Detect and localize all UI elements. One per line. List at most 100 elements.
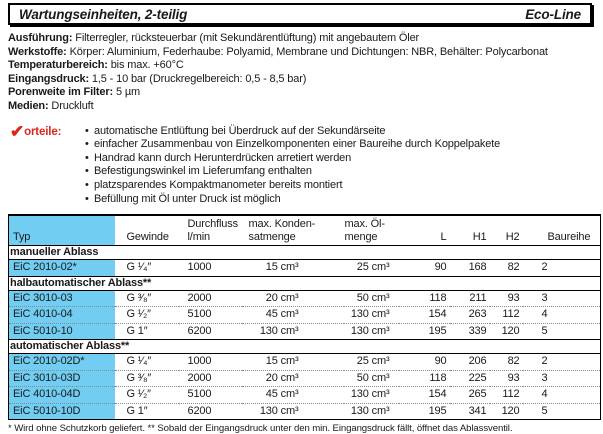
table-cell: 6200: [178, 402, 242, 420]
title-bar: Wartungseinheiten, 2-teilig Eco-Line: [8, 3, 592, 25]
table-cell: 118: [398, 369, 450, 387]
table-cell: G ¹⁄₄″: [126, 355, 152, 368]
table-cell: 45 cm³: [241, 386, 344, 404]
table-row: EiC 3010-03 G ³⁄₈″ 2000 20 cm³ 50 cm³ 118 211 9…: [8, 290, 601, 307]
list-item-text: platzsparendes Kompaktmanometer bereits …: [94, 178, 343, 191]
type-cell: EiC 2010-02D*: [8, 353, 115, 371]
vorteile-heading: ✔orteile:: [8, 121, 85, 207]
table-cell: 5: [522, 402, 601, 420]
bullet-icon: •: [85, 151, 89, 164]
table-row: EiC 2010-02* G ¹⁄₄″ 1000 15 cm³ 25 cm³ 90 168 8…: [8, 259, 601, 277]
spec-line-werkstoffe: Werkstoffe: Körper: Aluminium, Federhaub…: [8, 46, 595, 60]
table-cell: G 1″: [114, 402, 179, 420]
spec-line-ausfuehrung: Ausführung: Filterregler, rücksteuerbar …: [8, 32, 595, 46]
table-cell: 15 cm³: [265, 261, 299, 274]
table-section-row: halbautomatischer Ablass**: [8, 275, 601, 291]
page-title: Wartungseinheiten, 2-teilig: [19, 6, 188, 22]
column-header: Typ: [8, 215, 115, 247]
type-cell: EiC 4010-04: [8, 306, 115, 324]
table-cell: 82: [507, 261, 520, 274]
table-cell: 154: [398, 306, 450, 324]
list-item: • Befestigungswinkel im Lieferumfang enth…: [85, 165, 595, 179]
spec-value: 1,5 - 10 bar (Druckregelbereich: 0,5 - 8…: [89, 72, 307, 85]
table-cell: 168: [468, 261, 487, 274]
table-cell: 93: [507, 291, 520, 304]
list-item-text: Befüllung mit Öl unter Druck ist möglich: [94, 192, 281, 205]
table-cell: 130 cm³: [241, 322, 344, 340]
table-cell: 130 cm³: [241, 402, 344, 420]
table-cell: 82: [507, 355, 520, 368]
table-cell: 211: [469, 291, 487, 304]
table-cell: 25 cm³: [356, 355, 390, 368]
column-header: H1: [449, 215, 490, 247]
spec-label: Medien:: [8, 99, 49, 112]
checkmark-icon: ✔: [10, 121, 25, 141]
spec-line-medien: Medien: Druckluft: [8, 100, 595, 114]
table-cell: 112: [489, 306, 523, 324]
list-item-text: Handrad kann durch Herunterdrücken arret…: [94, 151, 352, 164]
table-cell: G ¹⁄₂″: [114, 306, 179, 324]
list-item-text: Befestigungswinkel im Lieferumfang entha…: [94, 165, 312, 178]
section-title: manueller Ablass: [8, 245, 601, 261]
table-cell: 90: [434, 261, 447, 274]
type-cell: EiC 5010-10D: [8, 402, 115, 420]
table-cell: 154: [398, 386, 450, 404]
table-cell: 25 cm³: [356, 261, 390, 274]
table-cell: 120: [489, 322, 523, 340]
table-cell: 206: [468, 355, 487, 368]
column-header: Durchfluss l/min: [178, 215, 242, 247]
table-row: EiC 2010-02D* G ¹⁄₄″ 1000 15 cm³ 25 cm³ 90 206…: [8, 353, 601, 371]
table-body: manueller Ablass EiC 2010-02* G ¹⁄₄″ 1000 15…: [8, 245, 601, 420]
list-item-text: automatische Entlüftung bei Überdruck au…: [94, 124, 386, 137]
table-row: EiC 4010-04D G ¹⁄₂″ 5100 45 cm³ 130 cm³ 154 26…: [8, 386, 601, 404]
table-cell: 263: [449, 306, 490, 324]
table-cell: 3: [541, 291, 548, 304]
table-cell: 15 cm³: [265, 355, 299, 368]
section-title: halbautomatischer Ablass**: [8, 275, 601, 291]
table-cell: 2: [541, 261, 548, 274]
table-cell: 6200: [178, 322, 242, 340]
spec-label: Temperaturbereich:: [8, 59, 108, 72]
table-cell: 93: [489, 369, 523, 387]
bullet-icon: •: [85, 165, 89, 178]
vorteile-list: • automatische Entlüftung bei Überdruck a…: [85, 125, 595, 207]
table-cell: 1000: [187, 261, 212, 274]
table-cell: 2000: [187, 291, 212, 304]
list-item: • Befüllung mit Öl unter Druck ist möglic…: [85, 193, 595, 207]
table-cell: 265: [449, 386, 490, 404]
bullet-icon: •: [85, 178, 89, 191]
list-item-text: einfacher Zusammenbau von Einzelkomponen…: [94, 138, 501, 151]
list-item: • einfacher Zusammenbau von Einzelkompone…: [85, 138, 595, 152]
table-cell: 45 cm³: [241, 306, 344, 324]
column-header: max. Öl-menge: [343, 215, 399, 247]
table-section-row: automatischer Ablass**: [8, 339, 601, 355]
table-cell: 118: [429, 291, 447, 304]
table-header: Typ Gewinde Durchfluss l/min max. Konden-sat…: [8, 215, 601, 247]
vorteile-section: ✔orteile: • automatische Entlüftung bei Ü…: [8, 121, 595, 207]
table-row: EiC 4010-04 G ¹⁄₂″ 5100 45 cm³ 130 cm³ 154 263…: [8, 306, 601, 324]
type-cell: EiC 2010-02*: [8, 259, 115, 277]
bullet-icon: •: [85, 124, 89, 137]
type-cell: EiC 3010-03: [8, 290, 115, 307]
table-cell: 130 cm³: [343, 386, 399, 404]
table-row: EiC 3010-03D G ³⁄₈″ 2000 20 cm³ 50 cm³ 118 225…: [8, 369, 601, 387]
table-cell: 341: [449, 402, 490, 420]
table-cell: 90: [434, 355, 447, 368]
product-table: Typ Gewinde Durchfluss l/min max. Konden-sat…: [8, 214, 601, 421]
spec-label: Werkstoffe:: [8, 45, 67, 58]
table-cell: 4: [522, 306, 601, 324]
spec-line-eingangsdruck: Eingangsdruck: 1,5 - 10 bar (Druckregelb…: [8, 73, 595, 87]
vorteile-label: orteile:: [24, 125, 62, 138]
table-cell: 339: [449, 322, 490, 340]
table-cell: 2000: [178, 369, 242, 387]
spec-line-temperaturbereich: Temperaturbereich: bis max. +60°C: [8, 59, 595, 73]
column-header: H2: [489, 215, 523, 247]
table-cell: G ³⁄₈″: [114, 369, 179, 387]
table-cell: 130 cm³: [343, 402, 399, 420]
table-row: EiC 5010-10D G 1″ 6200 130 cm³ 130 cm³ 195 341…: [8, 402, 601, 420]
table-cell: 195: [398, 322, 450, 340]
spec-label: Eingangsdruck:: [8, 72, 90, 85]
type-cell: EiC 3010-03D: [8, 369, 115, 387]
table-cell: 3: [522, 369, 601, 387]
